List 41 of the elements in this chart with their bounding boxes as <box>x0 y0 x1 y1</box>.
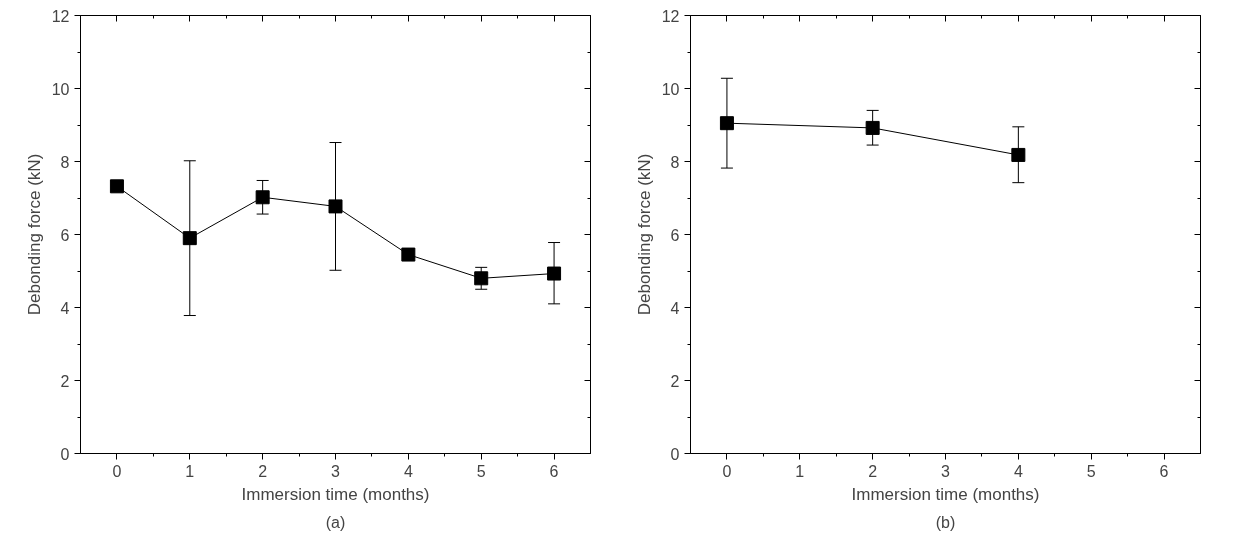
y-tick-label: 8 <box>670 153 680 171</box>
text: (a) <box>325 513 346 531</box>
y-tick-label: 10 <box>661 80 680 98</box>
y-tick-label: 2 <box>670 372 680 390</box>
point <box>474 271 489 286</box>
x-tick-label: 6 <box>549 462 559 480</box>
x-tick-label: 6 <box>1159 462 1169 480</box>
x-tick-label: 2 <box>868 462 878 480</box>
y-tick-label: 8 <box>60 153 70 171</box>
y-tick-label: 0 <box>60 445 70 463</box>
x-tick-label: 0 <box>722 462 732 480</box>
y-axis-title: Debonding force (kN) <box>634 153 654 316</box>
y-tick-label: 12 <box>51 7 70 25</box>
y-tick-label: 10 <box>51 80 70 98</box>
point <box>401 247 416 262</box>
y-tick-label: 2 <box>60 372 70 390</box>
point <box>255 190 270 205</box>
x-tick-label: 5 <box>476 462 486 480</box>
x-tick-label: 1 <box>185 462 195 480</box>
x-tick-label: 2 <box>258 462 268 480</box>
y-tick-label: 4 <box>60 299 70 317</box>
point <box>547 266 562 281</box>
x-tick-label: 1 <box>795 462 805 480</box>
point <box>109 179 124 194</box>
point <box>328 199 343 214</box>
x-tick-label: 3 <box>331 462 341 480</box>
y-tick-label: 6 <box>60 226 70 244</box>
y-tick-label: 6 <box>670 226 680 244</box>
x-tick-label: 4 <box>1013 462 1023 480</box>
x-tick-label: 3 <box>941 462 951 480</box>
x-tick-label: 0 <box>112 462 122 480</box>
y-tick-label: 0 <box>670 445 680 463</box>
x-axis-title: Immersion time (months) <box>851 484 1040 504</box>
point <box>182 231 197 246</box>
y-tick-label: 12 <box>661 7 680 25</box>
y-axis-title: Debonding force (kN) <box>24 153 44 316</box>
x-tick-label: 4 <box>403 462 413 480</box>
x-tick-label: 5 <box>1086 462 1096 480</box>
text: (b) <box>935 513 956 531</box>
y-tick-label: 4 <box>670 299 680 317</box>
x-axis-title: Immersion time (months) <box>241 484 430 504</box>
